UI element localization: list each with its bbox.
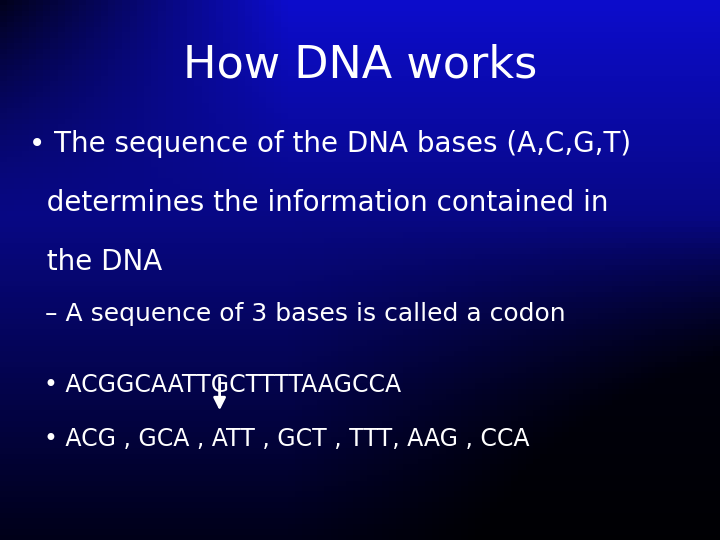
Text: How DNA works: How DNA works <box>183 43 537 86</box>
Text: • ACG , GCA , ATT , GCT , TTT, AAG , CCA: • ACG , GCA , ATT , GCT , TTT, AAG , CCA <box>29 427 529 450</box>
Text: the DNA: the DNA <box>29 248 162 276</box>
Text: – A sequence of 3 bases is called a codon: – A sequence of 3 bases is called a codo… <box>29 302 565 326</box>
Text: • ACGGCAATTGCTTTTAAGCCA: • ACGGCAATTGCTTTTAAGCCA <box>29 373 401 396</box>
Text: • The sequence of the DNA bases (A,C,G,T): • The sequence of the DNA bases (A,C,G,T… <box>29 130 631 158</box>
Text: determines the information contained in: determines the information contained in <box>29 189 608 217</box>
